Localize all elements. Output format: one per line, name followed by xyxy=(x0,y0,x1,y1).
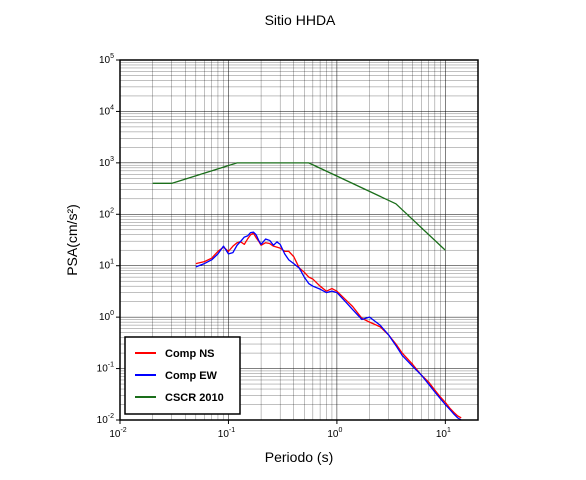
y-tick-label: 100 xyxy=(99,310,114,323)
series-line-2 xyxy=(195,231,462,421)
y-tick-label: 105 xyxy=(99,53,114,66)
legend-label: Comp NS xyxy=(165,348,215,360)
y-tick-label: 103 xyxy=(99,156,114,169)
plot-frame xyxy=(119,59,479,421)
y-tick-label: 101 xyxy=(99,259,114,272)
x-axis-title: Periodo (s) xyxy=(265,449,333,465)
y-tick-label: 104 xyxy=(99,104,114,117)
x-tick-label: 100 xyxy=(327,427,342,440)
legend: Comp NS Comp EW CSCR 2010 xyxy=(124,336,241,415)
series-line-3 xyxy=(152,162,446,251)
x-tick-label: 101 xyxy=(436,427,451,440)
legend-label: Comp EW xyxy=(165,370,218,382)
legend-label: CSCR 2010 xyxy=(165,392,224,404)
series-lines xyxy=(152,162,462,421)
chart-title: Sitio HHDA xyxy=(265,12,336,28)
y-tick-label: 10-2 xyxy=(97,413,114,426)
x-tick-label: 10-2 xyxy=(109,427,126,440)
x-tick-label: 10-1 xyxy=(218,427,235,440)
y-axis-title: PSA(cm/s²) xyxy=(64,204,80,276)
y-tick-label: 102 xyxy=(99,207,114,220)
y-tick-label: 10-1 xyxy=(97,362,114,375)
